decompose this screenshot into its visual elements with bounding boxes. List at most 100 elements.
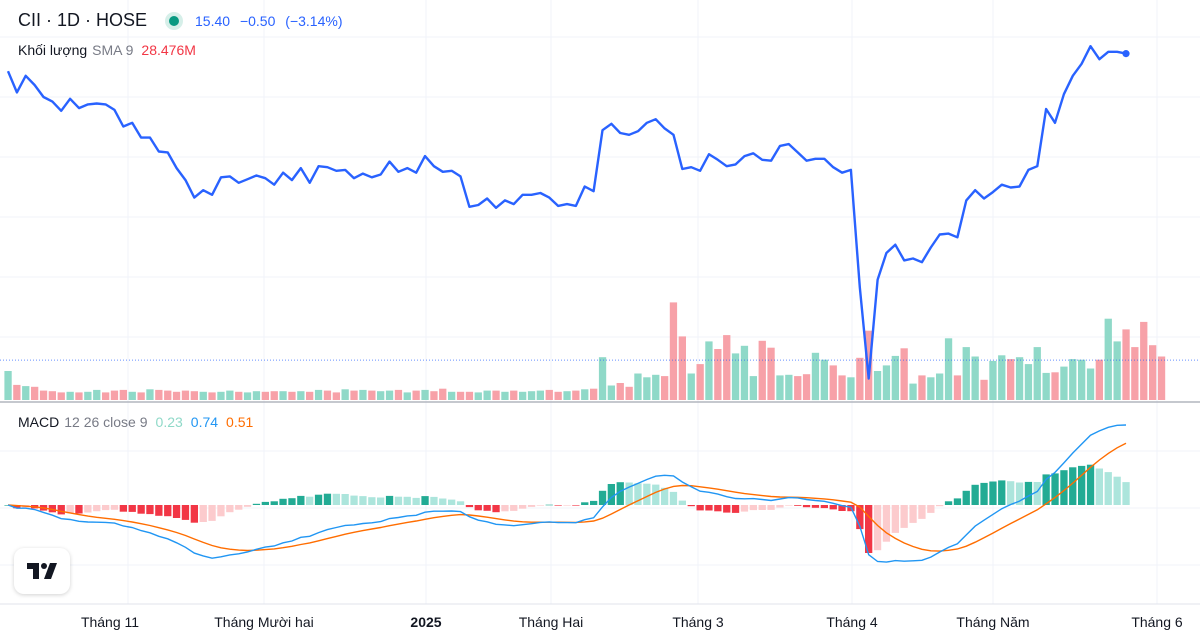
volume-bar (1113, 341, 1121, 400)
volume-bar (208, 392, 216, 400)
macd-histogram-bar (900, 505, 908, 528)
macd-histogram-bar (208, 505, 216, 521)
volume-bar (474, 392, 482, 400)
macd-histogram-bar (953, 498, 962, 505)
macd-histogram-bar (980, 482, 988, 505)
volume-bar (891, 355, 899, 400)
volume-bar (119, 389, 127, 400)
volume-bar (590, 388, 598, 400)
volume-bar (297, 391, 305, 400)
volume-bar (740, 345, 749, 400)
macd-histogram-bar (181, 505, 190, 520)
volume-bar (403, 392, 411, 400)
volume-bar (1042, 372, 1050, 400)
macd-histogram-bar (545, 504, 553, 506)
macd-histogram-bar (705, 505, 713, 511)
macd-histogram-bar (873, 505, 882, 551)
macd-histogram-bar (820, 505, 828, 509)
volume-bar (217, 391, 225, 400)
volume-bar (57, 392, 65, 400)
macd-histogram-bar (439, 498, 447, 505)
macd-histogram-bar (75, 505, 83, 514)
volume-bar (448, 391, 456, 400)
macd-histogram-bar (598, 490, 607, 505)
macd-histogram-bar (492, 505, 500, 513)
volume-bar (811, 352, 820, 401)
volume-bar (190, 391, 198, 400)
volume-bar (723, 335, 731, 400)
price-change: −0.50 (239, 12, 276, 29)
volume-bar (847, 377, 855, 400)
volume-bar (634, 373, 642, 400)
volume-bar (314, 389, 323, 400)
volume-bar (678, 336, 686, 400)
volume-bar (13, 384, 21, 400)
macd-histogram-bar (128, 505, 136, 512)
volume-bar (483, 390, 491, 400)
volume-bar (39, 390, 48, 400)
macd-histogram-bar (962, 490, 970, 505)
time-axis-label: Tháng 11 (81, 614, 139, 630)
volume-bar (749, 376, 757, 400)
macd-histogram-bar (403, 496, 411, 505)
macd-histogram-bar (235, 505, 243, 510)
volume-bar (93, 389, 101, 400)
volume-bar (306, 391, 314, 400)
macd-histogram-bar (368, 497, 376, 505)
volume-bar (412, 390, 420, 400)
macd-histogram-bar (350, 495, 358, 505)
macd-histogram-bar (332, 493, 340, 505)
time-axis-label: Tháng 4 (826, 614, 878, 630)
volume-bar (261, 391, 269, 400)
volume-bar (980, 379, 988, 400)
macd-histogram-bar (785, 505, 793, 506)
macd-histogram-bar (190, 505, 198, 523)
time-axis-label: 2025 (410, 614, 441, 630)
volume-bar (643, 377, 651, 400)
volume-bar (527, 391, 536, 400)
macd-histogram-bar (306, 496, 314, 505)
volume-bar (661, 376, 669, 400)
volume-bar (607, 385, 615, 400)
macd-histogram-bar (536, 505, 544, 506)
symbol-title[interactable]: CII · 1D · HOSE (18, 10, 148, 30)
volume-bar (838, 375, 846, 400)
volume-bar (394, 389, 403, 400)
volume-bar (1033, 347, 1041, 400)
volume-bar (900, 348, 908, 400)
volume-bar (1024, 364, 1033, 400)
time-axis-label: Tháng 3 (672, 614, 724, 630)
volume-bar (802, 374, 811, 400)
macd-histogram-bar (1113, 476, 1121, 505)
macd-histogram-bar (323, 493, 332, 505)
macd-histogram-bar (607, 484, 615, 505)
volume-legend[interactable]: Khối lượng SMA 9 28.476M (18, 42, 196, 58)
tradingview-logo[interactable] (14, 548, 70, 594)
volume-bar (31, 386, 39, 400)
macd-histogram-bar (217, 505, 225, 517)
macd-histogram-bar (616, 482, 624, 505)
macd-histogram-bar (1042, 474, 1050, 505)
volume-bar (22, 386, 30, 400)
macd-legend[interactable]: MACD 12 26 close 9 0.23 0.74 0.51 (18, 414, 253, 430)
volume-bar (865, 330, 873, 400)
volume-bar (998, 355, 1006, 400)
volume-bar (128, 391, 136, 400)
volume-bar (545, 389, 553, 400)
time-axis[interactable]: Tháng 11 Tháng Mười hai 2025 Tháng Hai Tháng… (81, 614, 1183, 630)
macd-signal-line (7, 442, 1127, 552)
volume-bar (110, 390, 119, 400)
macd-histogram-bar (261, 501, 269, 505)
volume-bar (953, 375, 962, 400)
macd-histogram-bar (1104, 472, 1112, 505)
volume-bar (341, 389, 349, 400)
macd-histogram-bar (1007, 481, 1015, 505)
macd-histogram-bar (696, 505, 704, 511)
price-line (6, 45, 1127, 380)
macd-histogram-bar (288, 498, 296, 505)
macd-histogram-bar (66, 505, 74, 514)
volume-bar (554, 391, 562, 400)
chart-grid (0, 0, 1200, 604)
macd-histogram-bar (944, 501, 953, 505)
